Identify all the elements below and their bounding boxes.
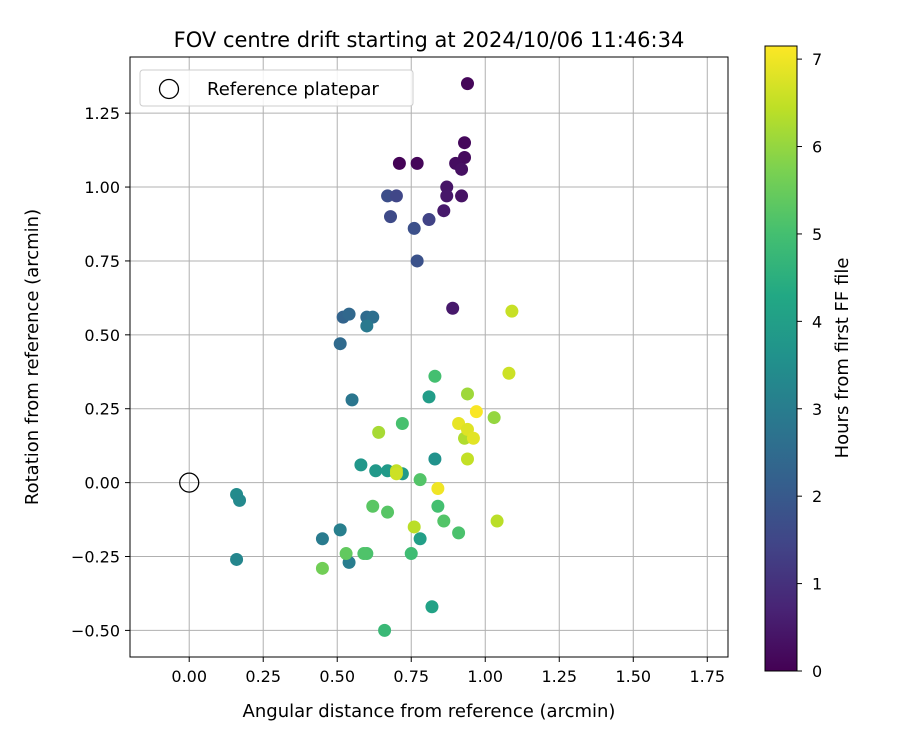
scatter-point xyxy=(366,499,380,513)
scatter-point xyxy=(458,136,472,150)
scatter-point xyxy=(354,458,368,472)
scatter-point xyxy=(372,425,386,439)
y-tick-label: 0.75 xyxy=(84,252,120,271)
colorbar-tick-label: 1 xyxy=(812,575,822,594)
legend-entry-reference: Reference platepar xyxy=(207,79,379,100)
scatter-point xyxy=(466,431,480,445)
scatter-point xyxy=(339,547,353,561)
scatter-point xyxy=(413,532,427,546)
y-axis-label: Rotation from reference (arcmin) xyxy=(22,209,43,505)
scatter-point xyxy=(460,77,474,91)
scatter-point xyxy=(407,520,421,534)
colorbar-tick-label: 0 xyxy=(812,662,822,681)
scatter-point xyxy=(452,526,466,540)
scatter-point xyxy=(413,473,427,487)
scatter-point xyxy=(431,482,445,496)
colorbar-tick-label: 7 xyxy=(812,50,822,69)
x-tick-label: 1.25 xyxy=(541,667,577,686)
colorbar: 0 1 2 3 4 5 6 7 Hours from first FF file xyxy=(764,45,853,681)
x-axis-label: Angular distance from reference (arcmin) xyxy=(243,701,616,722)
y-tick-label: 0.00 xyxy=(84,474,120,493)
y-tick-label: 0.50 xyxy=(84,326,120,345)
scatter-point xyxy=(378,623,392,637)
legend-marker xyxy=(158,78,180,100)
scatter-point xyxy=(460,387,474,401)
scatter-point xyxy=(381,505,395,519)
scatter-point xyxy=(384,210,398,224)
scatter-point xyxy=(469,405,483,419)
scatter-point xyxy=(502,366,516,380)
scatter-point xyxy=(490,514,504,528)
scatter-point xyxy=(410,254,424,268)
scatter-point xyxy=(425,600,439,614)
colorbar-tick-label: 4 xyxy=(812,312,822,331)
scatter-point xyxy=(437,514,451,528)
plot-frame xyxy=(129,56,729,658)
scatter-point xyxy=(505,304,519,318)
scatter-point xyxy=(437,204,451,218)
y-tick-label: 1.00 xyxy=(84,178,120,197)
scatter-point xyxy=(360,319,374,333)
scatter-point xyxy=(389,467,403,481)
colorbar-tick-label: 6 xyxy=(812,138,822,157)
scatter-point xyxy=(487,411,501,425)
scatter-point xyxy=(233,493,247,507)
scatter-point xyxy=(407,221,421,235)
y-tick-label: −0.25 xyxy=(71,548,120,567)
y-tick-label: −0.50 xyxy=(71,621,120,640)
colorbar-label: Hours from first FF file xyxy=(832,258,853,459)
scatter-point xyxy=(369,464,383,478)
scatter-point xyxy=(455,162,469,176)
legend-box xyxy=(139,69,414,107)
scatter-point xyxy=(410,156,424,170)
scatter-point xyxy=(333,523,347,537)
x-tick-label: 1.00 xyxy=(467,667,503,686)
grid-lines xyxy=(130,57,728,657)
scatter-point xyxy=(381,189,395,203)
x-tick-label: 1.75 xyxy=(689,667,725,686)
x-tick-label: 0.75 xyxy=(393,667,429,686)
x-axis-ticks: 0.00 0.25 0.50 0.75 1.00 1.25 1.50 1.75 xyxy=(171,657,725,686)
y-tick-label: 1.25 xyxy=(84,104,120,123)
x-tick-label: 0.50 xyxy=(319,667,355,686)
colorbar-ticks: 0 1 2 3 4 5 6 7 xyxy=(797,50,822,681)
scatter-points xyxy=(230,77,519,637)
y-tick-label: 0.25 xyxy=(84,400,120,419)
scatter-point xyxy=(422,213,436,227)
reference-point xyxy=(179,472,200,493)
colorbar-tick-label: 2 xyxy=(812,487,822,506)
scatter-point xyxy=(357,547,371,561)
scatter-point xyxy=(455,189,469,203)
scatter-point xyxy=(431,499,445,513)
scatter-point xyxy=(345,393,359,407)
scatter-point xyxy=(404,547,418,561)
scatter-point xyxy=(422,390,436,404)
colorbar-gradient xyxy=(764,45,798,672)
scatter-point xyxy=(395,417,409,431)
scatter-point xyxy=(428,369,442,383)
x-tick-label: 0.00 xyxy=(171,667,207,686)
chart-title: FOV centre drift starting at 2024/10/06 … xyxy=(174,28,685,52)
scatter-point xyxy=(342,307,356,321)
scatter-point xyxy=(460,452,474,466)
x-tick-label: 1.50 xyxy=(615,667,651,686)
scatter-point xyxy=(315,532,329,546)
scatter-point xyxy=(428,452,442,466)
x-tick-label: 0.25 xyxy=(245,667,281,686)
scatter-point xyxy=(446,301,460,315)
scatter-point xyxy=(230,552,244,566)
scatter-point xyxy=(389,189,403,203)
scatter-point xyxy=(440,189,454,203)
scatter-point xyxy=(392,156,406,170)
colorbar-tick-label: 3 xyxy=(812,400,822,419)
scatter-point xyxy=(333,337,347,351)
colorbar-tick-label: 5 xyxy=(812,225,822,244)
y-axis-ticks: −0.50 −0.25 0.00 0.25 0.50 0.75 1.00 1.25 xyxy=(71,104,130,640)
legend: Reference platepar xyxy=(139,69,414,107)
scatter-point xyxy=(315,561,329,575)
